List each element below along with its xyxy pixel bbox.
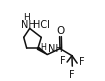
Text: NH: NH xyxy=(48,44,62,54)
Text: HCl: HCl xyxy=(33,20,50,30)
Text: NH: NH xyxy=(21,20,36,30)
Text: F: F xyxy=(79,57,84,67)
Text: O: O xyxy=(56,26,65,36)
Text: H: H xyxy=(23,13,30,22)
Text: F: F xyxy=(69,70,75,80)
Polygon shape xyxy=(37,47,47,55)
Text: H: H xyxy=(40,43,46,52)
Text: F: F xyxy=(60,56,65,66)
